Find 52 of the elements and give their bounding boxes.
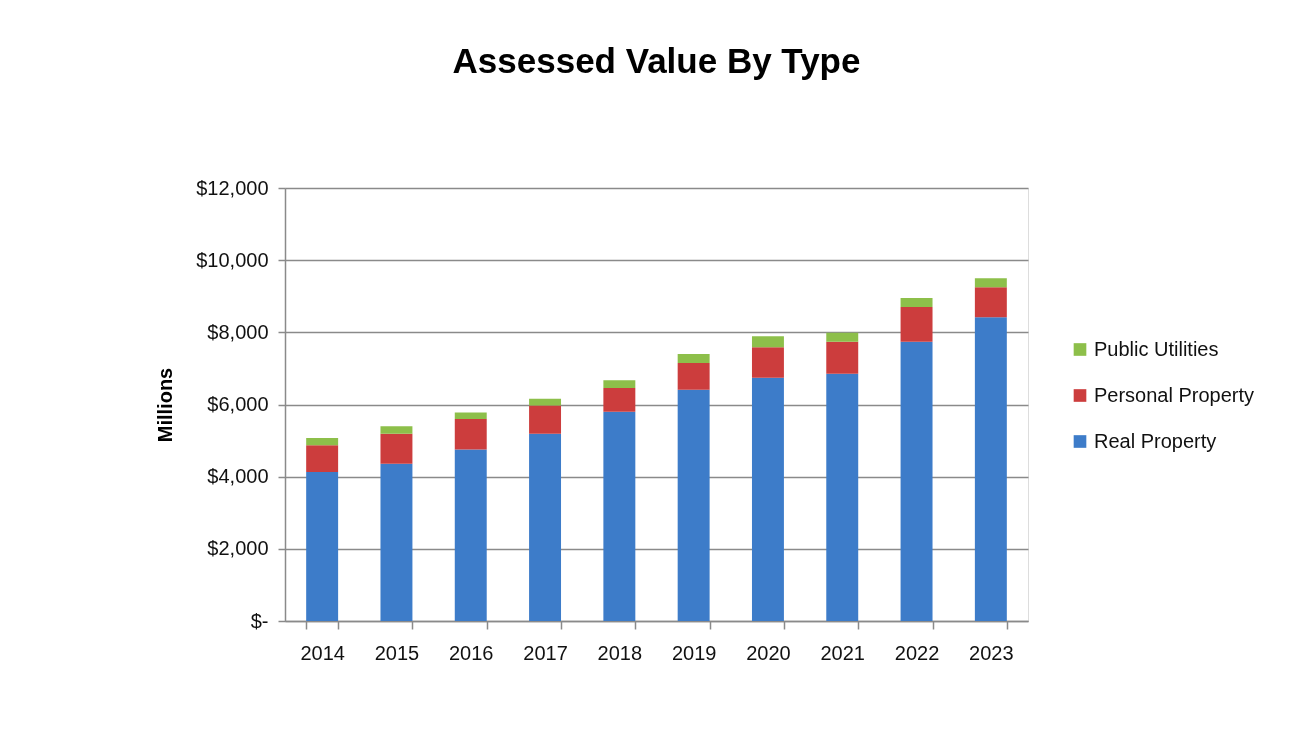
x-tick-label: 2022 bbox=[894, 641, 940, 664]
y-tick-label: $8,000 bbox=[207, 320, 269, 343]
bar bbox=[974, 287, 1007, 318]
bar bbox=[826, 373, 859, 621]
legend-label: Real Property bbox=[1094, 429, 1217, 452]
bar bbox=[529, 433, 562, 621]
bar bbox=[380, 433, 413, 464]
y-tick-label: $4,000 bbox=[207, 465, 269, 488]
bar bbox=[751, 377, 784, 621]
x-tick-label: 2015 bbox=[374, 641, 420, 664]
x-tick-label: 2018 bbox=[597, 641, 643, 664]
bar bbox=[603, 411, 636, 621]
bar bbox=[751, 347, 784, 378]
bar bbox=[380, 463, 413, 621]
bar bbox=[826, 332, 859, 342]
bar bbox=[529, 398, 562, 406]
y-axis-title: Millions bbox=[154, 367, 177, 443]
y-tick-label: $6,000 bbox=[207, 393, 269, 415]
bar bbox=[306, 471, 339, 621]
bar bbox=[677, 363, 710, 390]
bar bbox=[454, 412, 487, 419]
x-tick-label: 2017 bbox=[523, 641, 568, 664]
bar bbox=[603, 380, 636, 388]
bar bbox=[603, 387, 636, 412]
chart-title: Assessed Value By Type bbox=[452, 41, 861, 80]
x-tick-label: 2016 bbox=[449, 641, 494, 664]
x-tick-label: 2023 bbox=[969, 641, 1014, 664]
y-tick-label: $2,000 bbox=[207, 537, 269, 560]
bar bbox=[454, 449, 487, 621]
bar bbox=[380, 426, 413, 434]
bar bbox=[306, 445, 339, 472]
x-tick-label: 2021 bbox=[820, 641, 865, 664]
bar bbox=[826, 341, 859, 374]
bar bbox=[974, 278, 1007, 288]
x-tick-label: 2020 bbox=[746, 641, 791, 664]
y-tick-label: $- bbox=[250, 609, 269, 632]
bar bbox=[974, 317, 1007, 621]
bar bbox=[306, 438, 339, 446]
y-tick-label: $12,000 bbox=[196, 176, 269, 199]
bar bbox=[529, 405, 562, 434]
bar bbox=[900, 298, 933, 308]
legend-label: Public Utilities bbox=[1094, 337, 1219, 360]
bar bbox=[751, 336, 784, 348]
y-tick-label: $10,000 bbox=[196, 248, 269, 271]
x-tick-label: 2019 bbox=[671, 641, 717, 664]
bar bbox=[900, 341, 933, 621]
bar bbox=[677, 389, 710, 621]
bar bbox=[454, 418, 487, 450]
x-tick-label: 2014 bbox=[300, 641, 345, 664]
bar bbox=[900, 307, 933, 342]
bar bbox=[677, 353, 710, 363]
legend-label: Personal Property bbox=[1094, 383, 1255, 406]
